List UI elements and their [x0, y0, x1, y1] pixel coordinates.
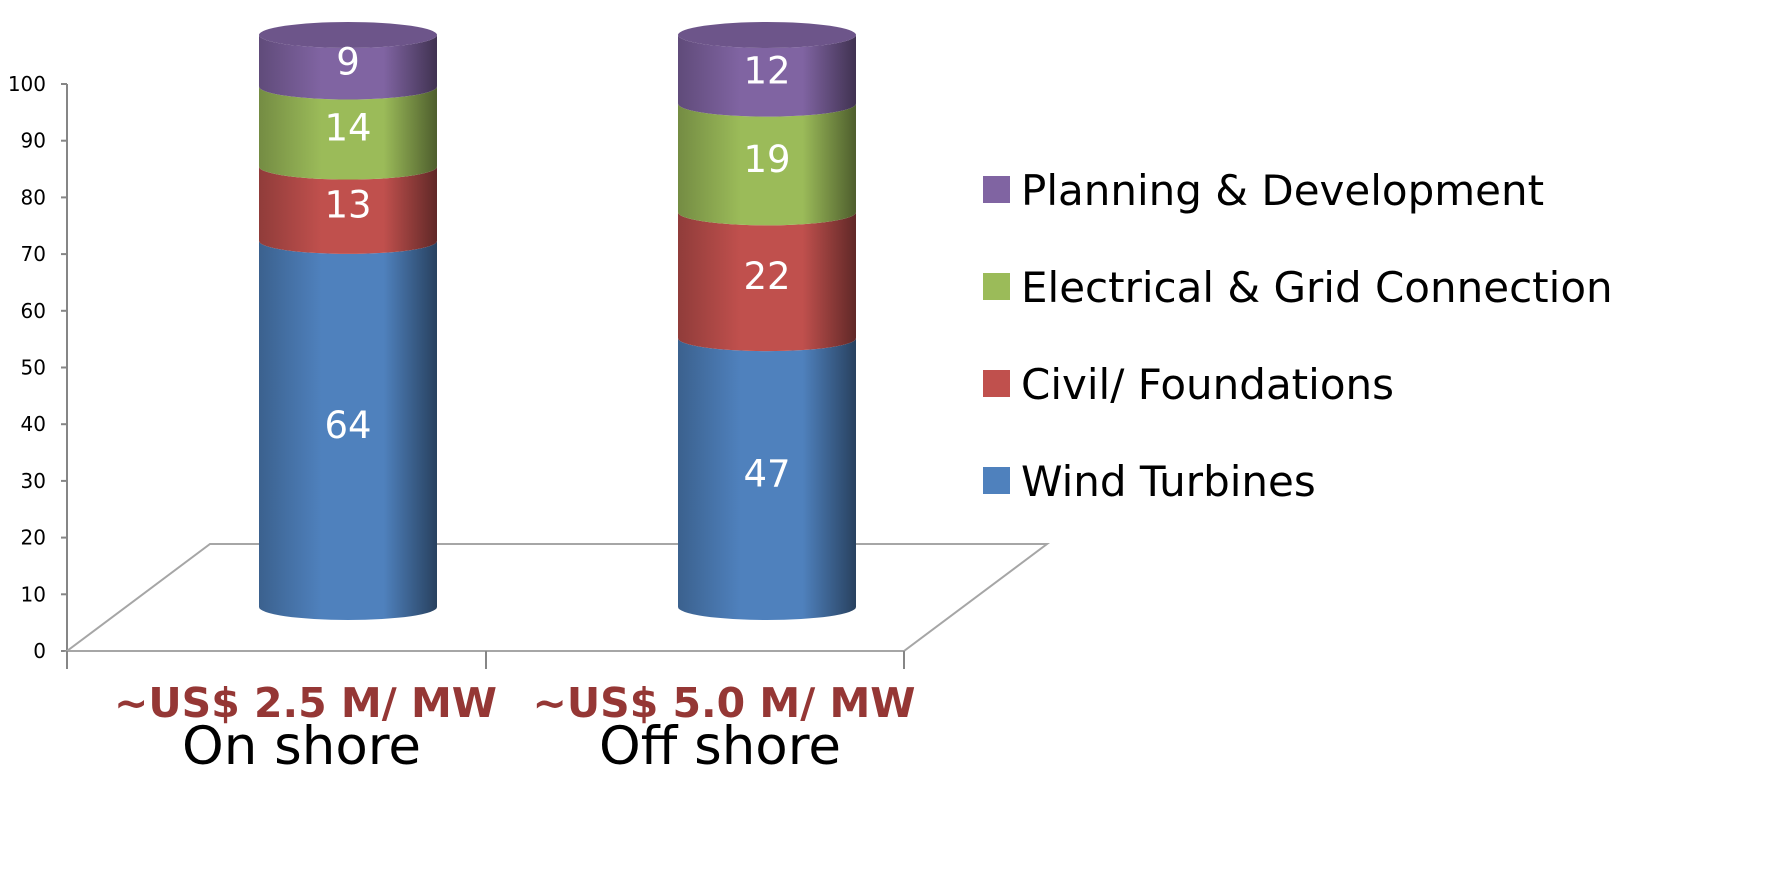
y-tick-label: 90	[21, 129, 46, 153]
legend-swatch	[983, 273, 1010, 300]
cylinder-top-cap	[678, 22, 856, 48]
data-label: 47	[743, 453, 790, 496]
category-cost-label: ~US$ 5.0 M/ MW	[533, 679, 916, 727]
chart-floor-plane	[63, 543, 1051, 652]
y-tick-label: 70	[21, 242, 46, 266]
bar-segment-wind-turbines	[259, 240, 437, 621]
y-tick-label: 0	[33, 639, 46, 663]
chart-legend: Planning & Development Electrical & Grid …	[983, 166, 1613, 506]
chart-data-labels: 64 13 14 9 47 22 19 12	[324, 41, 790, 496]
bar-segment-civil-foundations	[259, 166, 437, 254]
bar-segment-planning-development	[678, 35, 856, 117]
bar-segment-electrical-grid-connection	[678, 103, 856, 226]
data-label: 22	[743, 255, 790, 298]
y-tick-label: 30	[21, 469, 46, 493]
chart-bars	[259, 22, 856, 621]
y-tick-label: 100	[8, 72, 46, 96]
category-cost-label: ~US$ 2.5 M/ MW	[114, 679, 497, 727]
legend-swatch	[983, 467, 1010, 494]
data-label: 64	[324, 404, 371, 447]
chart-axes: 0 10 20 30 40 50 60 70 80 90 100	[8, 72, 68, 663]
y-tick-label: 80	[21, 185, 46, 209]
bar-segment-civil-foundations	[678, 212, 856, 352]
chart-floor	[63, 543, 1051, 669]
legend-label: Civil/ Foundations	[1021, 360, 1394, 409]
legend-swatch	[983, 370, 1010, 397]
y-tick-label: 40	[21, 412, 46, 436]
category-label: On shore	[182, 716, 421, 777]
y-tick-label: 60	[21, 299, 46, 323]
bar-segment-wind-turbines	[678, 338, 856, 620]
y-tick-label: 20	[21, 526, 46, 550]
legend-label: Electrical & Grid Connection	[1021, 263, 1613, 312]
data-label: 12	[743, 49, 790, 92]
legend-swatch	[983, 176, 1010, 203]
bar-segment-planning-development	[259, 35, 437, 100]
data-label: 14	[324, 107, 371, 150]
legend-label: Planning & Development	[1021, 166, 1544, 215]
data-label: 19	[743, 138, 790, 181]
data-label: 13	[324, 184, 371, 227]
y-tick-label: 10	[21, 582, 46, 606]
bar-segment-electrical-grid-connection	[259, 86, 437, 180]
y-tick-label: 50	[21, 356, 46, 380]
category-label: Off shore	[599, 716, 841, 777]
legend-label: Wind Turbines	[1021, 457, 1316, 506]
cylinder-top-cap	[259, 22, 437, 48]
data-label: 9	[336, 41, 360, 84]
